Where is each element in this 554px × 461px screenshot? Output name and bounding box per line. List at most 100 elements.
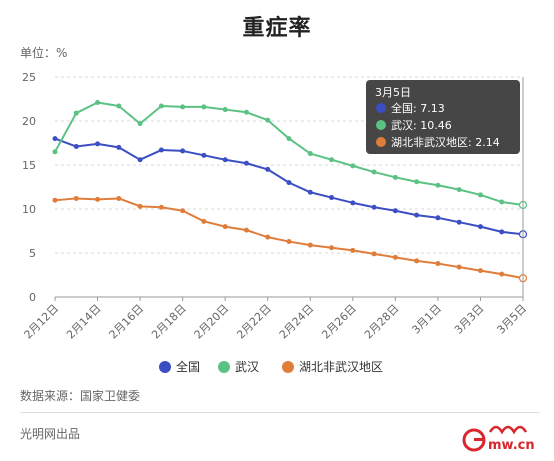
tooltip-series-dot: [376, 137, 386, 147]
data-point: [222, 224, 228, 230]
data-point: [137, 157, 143, 163]
data-point: [158, 147, 164, 153]
y-tick-label: 20: [22, 115, 36, 128]
data-point: [350, 247, 356, 253]
footer-divider: [20, 412, 540, 413]
source-label: 数据来源：国家卫健委: [20, 389, 141, 403]
data-point: [456, 264, 462, 270]
tooltip-series-dot: [376, 103, 386, 113]
svg-text:mw.cn: mw.cn: [488, 438, 535, 453]
x-tick-label: 2月20日: [192, 302, 232, 342]
data-point: [307, 151, 313, 157]
legend-dot: [218, 361, 230, 373]
data-point: [350, 200, 356, 206]
data-point: [116, 103, 122, 109]
data-point: [73, 144, 79, 150]
data-point: [435, 215, 441, 221]
data-point: [95, 100, 101, 106]
data-point: [371, 251, 377, 257]
data-point: [116, 144, 122, 150]
data-point: [95, 196, 101, 202]
x-tick-label: 3月1日: [409, 302, 444, 337]
data-point: [307, 242, 313, 248]
data-point: [477, 268, 483, 274]
data-point: [350, 163, 356, 169]
data-point: [201, 104, 207, 110]
data-point: [329, 157, 335, 163]
data-point: [286, 239, 292, 245]
x-tick-label: 2月22日: [234, 302, 274, 342]
data-point: [116, 195, 122, 201]
data-point: [499, 271, 505, 277]
data-point: [180, 148, 186, 154]
y-tick-label: 15: [22, 159, 36, 172]
y-tick-label: 10: [22, 203, 36, 216]
legend-dot: [282, 361, 294, 373]
x-tick-label: 2月14日: [64, 302, 104, 342]
data-point: [392, 208, 398, 214]
y-tick-label: 5: [29, 247, 36, 260]
data-point: [435, 261, 441, 267]
data-point: [137, 121, 143, 127]
data-point: [201, 152, 207, 158]
data-point: [201, 218, 207, 224]
x-tick-label: 2月18日: [149, 302, 189, 342]
data-point: [392, 254, 398, 260]
data-point: [286, 136, 292, 142]
data-point: [307, 189, 313, 195]
data-point: [73, 110, 79, 116]
tooltip-item: 湖北非武汉地区: 2.14: [391, 136, 500, 149]
data-point: [243, 160, 249, 166]
data-point: [265, 117, 271, 123]
data-point: [371, 204, 377, 210]
credit-label: 光明网出品: [20, 427, 81, 441]
x-tick-label: 2月28日: [362, 302, 402, 342]
data-point: [329, 245, 335, 251]
tooltip-item: 全国: 7.13: [391, 101, 445, 115]
data-point: [414, 212, 420, 218]
tooltip-box: [366, 80, 520, 154]
data-point: [73, 195, 79, 201]
x-tick-label: 2月24日: [277, 302, 317, 342]
data-point: [243, 109, 249, 115]
data-point: [392, 174, 398, 180]
data-point: [414, 179, 420, 185]
tooltip-title: 3月5日: [375, 86, 411, 99]
x-tick-label: 3月3日: [452, 302, 487, 337]
tooltip-series-dot: [376, 120, 386, 130]
data-point: [456, 187, 462, 193]
legend-label: 武汉: [235, 360, 259, 374]
chart-title: 重症率: [242, 16, 312, 41]
data-point: [158, 103, 164, 109]
data-point: [329, 195, 335, 201]
data-point: [435, 182, 441, 188]
data-point: [499, 199, 505, 205]
data-point: [286, 180, 292, 186]
legend-dot: [159, 361, 171, 373]
data-point: [456, 219, 462, 225]
x-tick-label: 2月16日: [107, 302, 147, 342]
line-chart: 0 5 10 15 20 25 2月12日 2月14日 2月16日 2月18日 2月20日 2月22日…: [22, 71, 530, 374]
data-point: [180, 208, 186, 214]
tooltip-item: 武汉: 10.46: [391, 119, 452, 132]
data-point: [477, 192, 483, 198]
data-point: [222, 157, 228, 163]
data-point: [222, 107, 228, 113]
gmw-logo: mw.cn: [462, 425, 535, 453]
unit-label: 单位：%: [20, 46, 68, 60]
x-tick-label: 2月12日: [22, 302, 62, 342]
data-point: [52, 136, 58, 142]
data-point: [52, 149, 58, 155]
x-tick-label: 2月26日: [319, 302, 359, 342]
data-point: [371, 169, 377, 175]
data-point: [95, 141, 101, 147]
y-tick-label: 0: [29, 291, 36, 304]
legend-label: 湖北非武汉地区: [299, 359, 383, 374]
data-point: [180, 104, 186, 110]
data-point: [477, 224, 483, 230]
data-point: [137, 203, 143, 209]
data-point: [243, 227, 249, 233]
y-tick-label: 25: [22, 71, 36, 84]
data-point: [52, 197, 58, 203]
legend-label: 全国: [176, 359, 200, 374]
